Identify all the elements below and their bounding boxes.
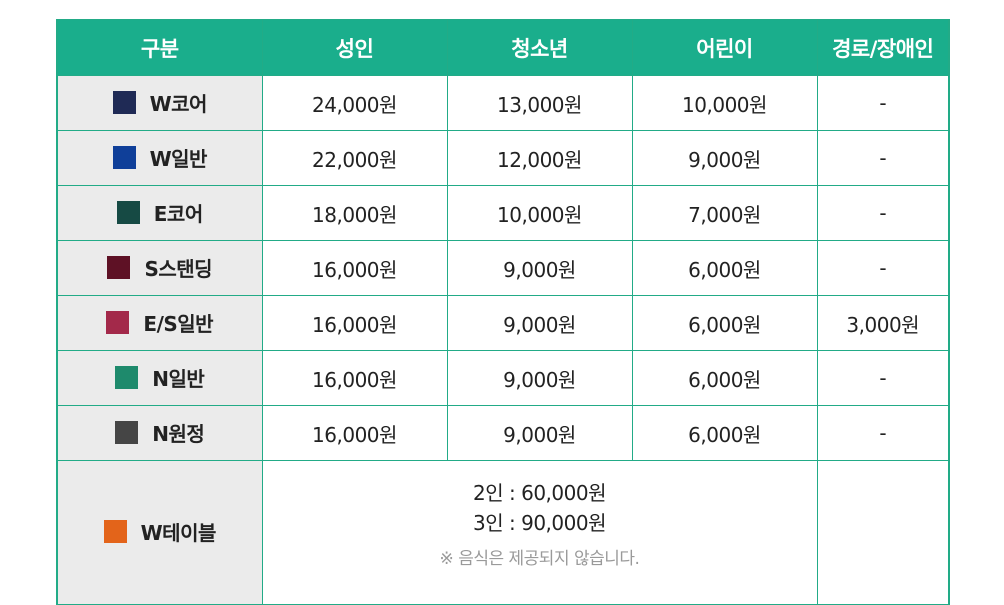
table-seat-price-cell: 2인 : 60,000원 3인 : 90,000원 ※ 음식은 제공되지 않습니… <box>261 460 818 605</box>
seat-cell: S스탠딩 <box>56 240 263 296</box>
table-row: N일반 16,000원 9,000원 6,000원 - <box>56 350 950 406</box>
header-child: 어린이 <box>631 19 818 76</box>
senior-price: - <box>816 185 950 241</box>
seat-cell: W코어 <box>56 75 263 131</box>
seat-cell: E코어 <box>56 185 263 241</box>
table-price-3-persons: 3인 : 90,000원 <box>473 511 606 535</box>
table-row: S스탠딩 16,000원 9,000원 6,000원 - <box>56 240 950 296</box>
seat-name: N일반 <box>152 366 205 391</box>
seat-cell: W테이블 <box>56 460 263 605</box>
seat-color-swatch <box>116 200 140 224</box>
child-price: 6,000원 <box>631 295 818 351</box>
teen-price: 10,000원 <box>446 185 633 241</box>
food-notice: ※ 음식은 제공되지 않습니다. <box>439 549 640 569</box>
header-row: 구분 성인 청소년 어린이 경로/장애인 <box>56 19 950 76</box>
senior-price: 3,000원 <box>816 295 950 351</box>
seat-name: W코어 <box>149 91 208 116</box>
child-price: 6,000원 <box>631 350 818 406</box>
senior-price: - <box>816 405 950 461</box>
table-row: E/S일반 16,000원 9,000원 6,000원 3,000원 <box>56 295 950 351</box>
header-senior: 경로/장애인 <box>816 19 950 76</box>
teen-price: 12,000원 <box>446 130 633 186</box>
child-price: 7,000원 <box>631 185 818 241</box>
table-row: W일반 22,000원 12,000원 9,000원 - <box>56 130 950 186</box>
teen-price: 9,000원 <box>446 350 633 406</box>
seat-name: W테이블 <box>140 521 217 545</box>
seat-color-swatch <box>106 310 130 334</box>
seat-name: S스탠딩 <box>144 256 213 281</box>
seat-color-swatch <box>115 365 139 389</box>
adult-price: 16,000원 <box>261 405 448 461</box>
child-price: 10,000원 <box>631 75 818 131</box>
adult-price: 16,000원 <box>261 350 448 406</box>
seat-name: E코어 <box>153 201 203 226</box>
child-price: 6,000원 <box>631 240 818 296</box>
senior-price: - <box>816 75 950 131</box>
table-row: N원정 16,000원 9,000원 6,000원 - <box>56 405 950 461</box>
table-row: E코어 18,000원 10,000원 7,000원 - <box>56 185 950 241</box>
seat-cell: W일반 <box>56 130 263 186</box>
header-teen: 청소년 <box>446 19 633 76</box>
child-price: 9,000원 <box>631 130 818 186</box>
seat-name: E/S일반 <box>143 311 214 336</box>
seat-cell: N원정 <box>56 405 263 461</box>
table-seat-row: W테이블 2인 : 60,000원 3인 : 90,000원 ※ 음식은 제공되… <box>56 460 950 605</box>
senior-price-empty <box>816 460 950 605</box>
teen-price: 13,000원 <box>446 75 633 131</box>
adult-price: 22,000원 <box>261 130 448 186</box>
teen-price: 9,000원 <box>446 405 633 461</box>
adult-price: 24,000원 <box>261 75 448 131</box>
senior-price: - <box>816 350 950 406</box>
seat-cell: N일반 <box>56 350 263 406</box>
seat-color-swatch <box>112 145 136 169</box>
adult-price: 16,000원 <box>261 240 448 296</box>
seat-color-swatch <box>107 255 131 279</box>
senior-price: - <box>816 130 950 186</box>
table-row: W코어 24,000원 13,000원 10,000원 - <box>56 75 950 131</box>
table-price-2-persons: 2인 : 60,000원 <box>473 481 606 505</box>
seat-name: N원정 <box>152 421 205 446</box>
header-seat: 구분 <box>56 19 263 76</box>
seat-color-swatch <box>115 420 139 444</box>
header-adult: 성인 <box>261 19 448 76</box>
teen-price: 9,000원 <box>446 295 633 351</box>
seat-color-swatch <box>112 90 136 114</box>
teen-price: 9,000원 <box>446 240 633 296</box>
seat-cell: E/S일반 <box>56 295 263 351</box>
adult-price: 16,000원 <box>261 295 448 351</box>
adult-price: 18,000원 <box>261 185 448 241</box>
seat-color-swatch <box>103 520 127 543</box>
child-price: 6,000원 <box>631 405 818 461</box>
senior-price: - <box>816 240 950 296</box>
price-table: 구분 성인 청소년 어린이 경로/장애인 W코어 24,000원 13,000원… <box>56 19 950 605</box>
seat-name: W일반 <box>149 146 208 171</box>
